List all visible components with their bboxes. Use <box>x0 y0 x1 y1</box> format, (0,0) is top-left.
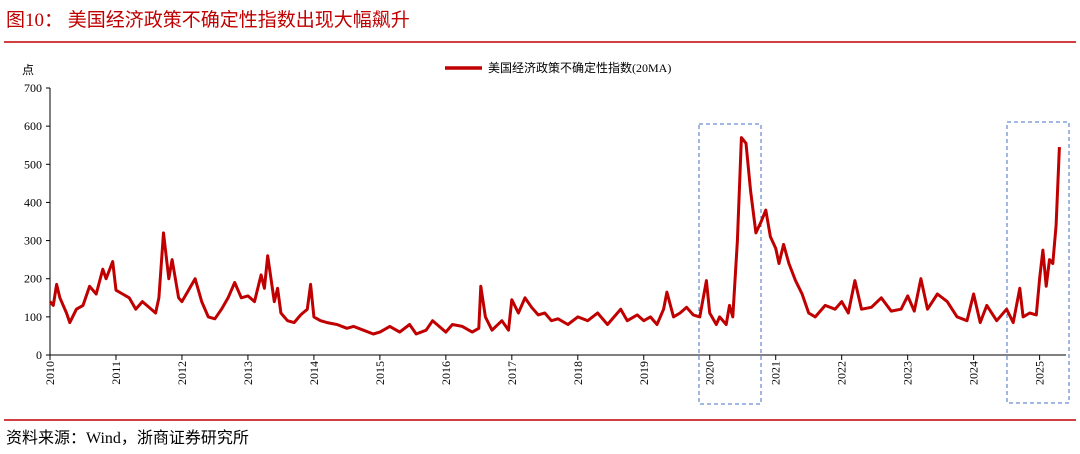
x-tick-label: 2011 <box>109 361 123 385</box>
legend-label: 美国经济政策不确定性指数(20MA) <box>488 60 671 75</box>
x-tick-label: 2018 <box>571 361 585 385</box>
x-tick-label: 2016 <box>439 361 453 385</box>
source: 资料来源：Wind，浙商证券研究所 <box>6 429 249 447</box>
x-tick-label: 2022 <box>835 361 849 385</box>
y-tick-label: 100 <box>24 310 42 324</box>
y-tick-label: 600 <box>24 119 42 133</box>
highlight-box <box>698 123 762 405</box>
y-tick-label: 500 <box>24 157 42 171</box>
x-tick-label: 2010 <box>43 361 57 385</box>
x-tick-label: 2012 <box>175 361 189 385</box>
x-tick-label: 2015 <box>373 361 387 385</box>
data-line <box>48 136 1061 336</box>
y-tick-label: 300 <box>24 234 42 248</box>
x-tick-label: 2017 <box>505 361 519 385</box>
y-unit: 点 <box>22 63 34 77</box>
chart-title: 图10： 美国经济政策不确定性指数出现大幅飙升 <box>6 9 410 31</box>
x-tick-label: 2019 <box>637 361 651 385</box>
x-tick-label: 2020 <box>703 361 717 385</box>
y-tick-label: 200 <box>24 272 42 286</box>
x-tick-label: 2023 <box>901 361 915 385</box>
y-tick-label: 400 <box>24 195 42 209</box>
x-tick-label: 2025 <box>1033 361 1047 385</box>
x-tick-label: 2013 <box>241 361 255 385</box>
x-tick-label: 2024 <box>967 361 981 385</box>
highlight-box <box>1006 121 1070 404</box>
y-tick-label: 0 <box>36 348 42 362</box>
x-tick-label: 2021 <box>769 361 783 385</box>
y-tick-label: 700 <box>24 81 42 95</box>
x-tick-label: 2014 <box>307 361 321 385</box>
